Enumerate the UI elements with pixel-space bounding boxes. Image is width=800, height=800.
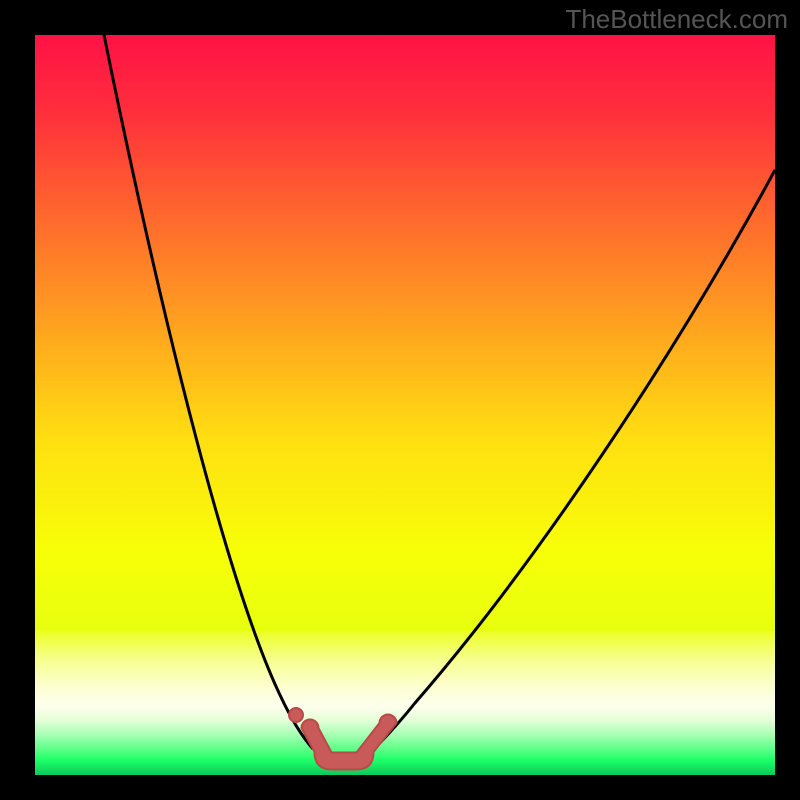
marker-dot	[289, 708, 303, 722]
chart-svg	[35, 35, 775, 775]
chart-plot-area	[35, 35, 775, 775]
lower-gradient-band	[35, 631, 775, 775]
watermark-text: TheBottleneck.com	[565, 4, 788, 35]
